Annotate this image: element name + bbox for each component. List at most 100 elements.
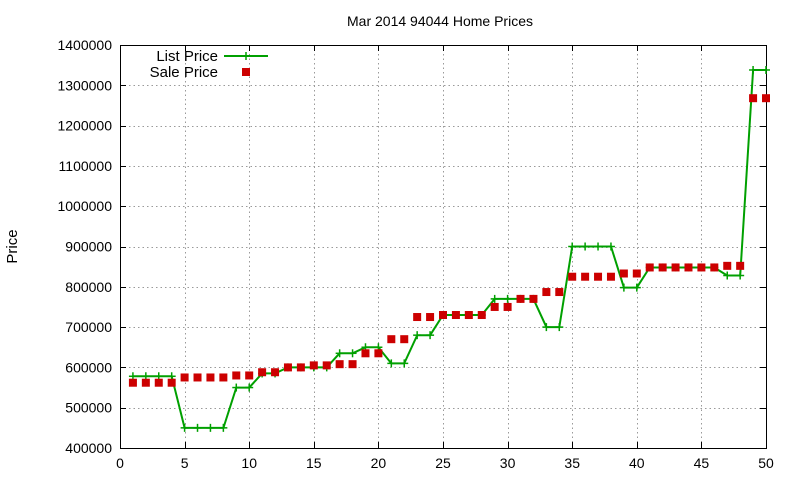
sale-price-point: [477, 311, 486, 320]
sale-price-point: [723, 261, 732, 270]
sale-price-point: [309, 361, 318, 370]
sale-price-point: [296, 363, 305, 372]
x-tick-label: 35: [564, 455, 580, 471]
sale-price-point: [762, 94, 770, 103]
list-price-point: [594, 242, 603, 251]
sale-price-point: [374, 349, 383, 358]
list-price-point: [762, 65, 770, 74]
legend-label-sale-price: Sale Price: [150, 64, 218, 81]
x-tick-label: 15: [306, 455, 322, 471]
sale-price-point: [219, 373, 228, 382]
sale-price-point: [658, 263, 667, 272]
y-tick-label: 1300000: [57, 77, 112, 93]
sale-price-point: [128, 378, 137, 387]
list-price-point: [736, 271, 745, 280]
list-price-point: [555, 323, 564, 332]
grid: [120, 45, 766, 448]
x-tick-label: 20: [371, 455, 387, 471]
legend-cross: [242, 52, 250, 60]
x-tick-label: 50: [758, 455, 774, 471]
list-price-point: [490, 294, 499, 303]
list-price-point: [619, 283, 628, 292]
sale-price-point: [529, 294, 538, 303]
series-sale-price: [128, 94, 770, 387]
chart-title: Mar 2014 94044 Home Prices: [347, 13, 533, 29]
sale-price-point: [749, 94, 758, 103]
legend-swatch-list-price: [224, 52, 268, 60]
sale-price-point: [464, 311, 473, 320]
sale-price-point: [736, 261, 745, 270]
list-price-point: [193, 423, 202, 432]
x-tick-label: 0: [116, 455, 124, 471]
sale-price-point: [516, 294, 525, 303]
list-price-point: [219, 423, 228, 432]
list-price-point: [749, 65, 758, 74]
x-tick-label: 45: [694, 455, 710, 471]
sale-price-point: [542, 288, 551, 297]
x-axis-tick-labels: 0 5 10 15 20 25 30 35 40 45 50: [116, 455, 774, 471]
sale-price-point: [141, 378, 150, 387]
list-price-point: [542, 323, 551, 332]
list-price-point: [581, 242, 590, 251]
y-tick-label: 800000: [65, 279, 112, 295]
x-tick-label: 10: [241, 455, 257, 471]
sale-price-point: [361, 349, 370, 358]
list-price-point: [413, 331, 422, 340]
y-tick-label: 1000000: [57, 198, 112, 214]
x-tick-label: 30: [500, 455, 516, 471]
list-price-point: [632, 283, 641, 292]
sale-price-point: [697, 263, 706, 272]
sale-price-point: [271, 368, 280, 377]
x-tick-label: 25: [435, 455, 451, 471]
sale-price-point: [581, 272, 590, 281]
legend-label-list-price: List Price: [156, 48, 218, 65]
list-price-point: [400, 359, 409, 368]
sale-price-point: [335, 360, 344, 369]
sale-price-point: [258, 368, 267, 377]
sale-price-point: [606, 272, 615, 281]
axis-ticks: [120, 45, 767, 449]
list-price-point: [232, 383, 241, 392]
list-price-point: [180, 423, 189, 432]
y-tick-label: 1200000: [57, 118, 112, 134]
y-axis-tick-labels: 400000 500000 600000 700000 800000 900000 1000…: [57, 37, 112, 456]
list-price-point: [387, 359, 396, 368]
sale-price-point: [568, 272, 577, 281]
legend-square: [242, 68, 250, 76]
list-price-point: [723, 271, 732, 280]
sale-price-point: [387, 335, 396, 344]
legend: List Price Sale Price: [150, 48, 268, 81]
sale-price-point: [426, 313, 435, 322]
list-price-point: [206, 423, 215, 432]
sale-price-point: [232, 371, 241, 380]
list-price-point: [245, 383, 254, 392]
y-tick-label: 900000: [65, 239, 112, 255]
y-tick-label: 1400000: [57, 37, 112, 53]
series: [128, 65, 770, 432]
list-price-point: [426, 331, 435, 340]
list-price-point: [348, 349, 357, 358]
x-tick-label: 40: [629, 455, 645, 471]
y-tick-label: 1100000: [59, 158, 113, 174]
sale-price-point: [619, 269, 628, 278]
sale-price-point: [180, 373, 189, 382]
sale-price-point: [503, 302, 512, 311]
list-price-point: [606, 242, 615, 251]
sale-price-point: [684, 263, 693, 272]
sale-price-point: [154, 378, 163, 387]
list-price-point: [568, 242, 577, 251]
sale-price-point: [322, 361, 331, 370]
sale-price-point: [490, 302, 499, 311]
sale-price-point: [439, 311, 447, 320]
sale-price-point: [645, 263, 654, 272]
y-tick-label: 600000: [65, 359, 112, 375]
x-tick-label: 5: [181, 455, 189, 471]
sale-price-point: [348, 360, 357, 369]
list-price-point: [335, 349, 344, 358]
y-tick-label: 500000: [65, 400, 112, 416]
sale-price-point: [206, 373, 215, 382]
y-tick-label: 700000: [65, 319, 112, 335]
sale-price-point: [400, 335, 409, 344]
sale-price-point: [555, 288, 564, 297]
